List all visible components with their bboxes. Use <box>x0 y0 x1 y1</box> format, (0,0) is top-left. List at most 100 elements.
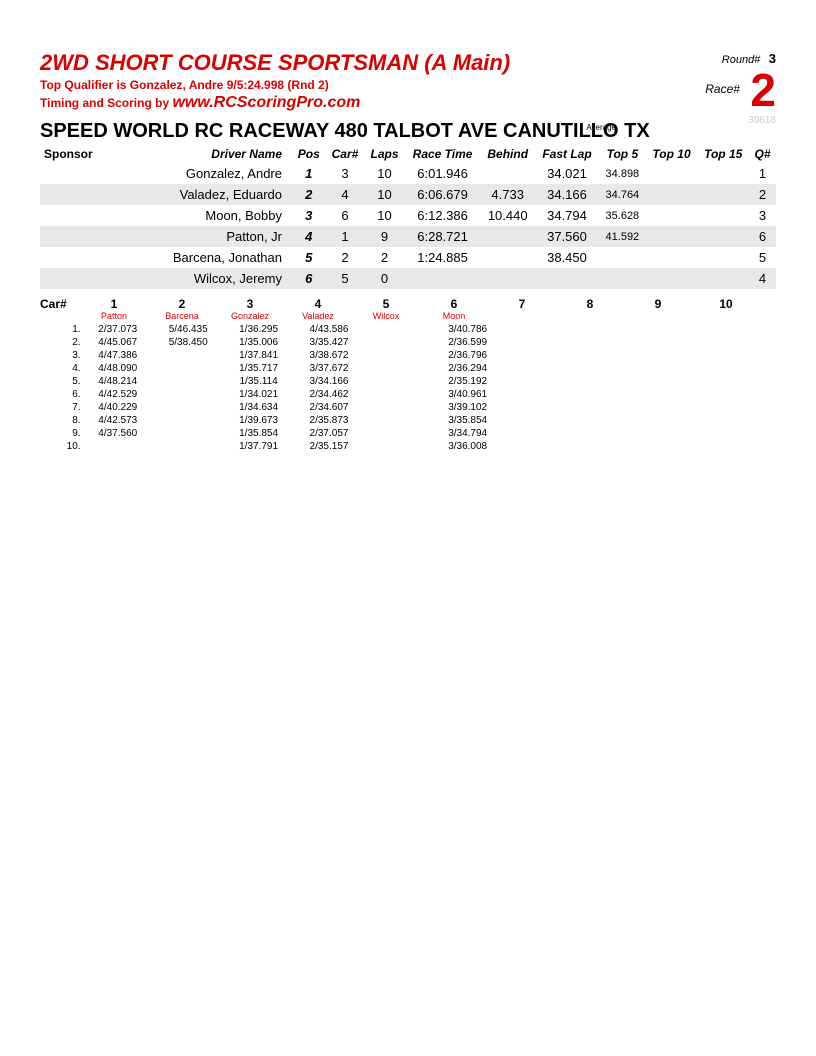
lap-cell <box>639 323 707 336</box>
cell-behind <box>480 226 534 247</box>
lap-cell <box>364 440 432 453</box>
lap-cell: 3/39.102 <box>432 401 502 414</box>
cell-sponsor <box>40 247 98 268</box>
col-t5: Top 5 <box>599 145 646 163</box>
laps-table: 1.2/37.0735/46.4351/36.2954/43.5863/40.7… <box>40 323 776 453</box>
lap-cell: 2/35.192 <box>432 375 502 388</box>
car-driver <box>692 311 760 321</box>
lap-cell <box>364 336 432 349</box>
lap-cell <box>503 362 571 375</box>
lap-cell <box>364 349 432 362</box>
lap-cell <box>503 440 571 453</box>
col-fast: Fast Lap <box>535 145 599 163</box>
lap-cell <box>83 440 153 453</box>
lap-num: 4. <box>40 362 83 375</box>
lap-cell <box>503 401 571 414</box>
lap-cell: 2/35.873 <box>294 414 364 427</box>
lap-cell: 2/35.157 <box>294 440 364 453</box>
lap-cell <box>708 349 776 362</box>
lap-cell: 2/36.599 <box>432 336 502 349</box>
cell-laps: 10 <box>364 184 404 205</box>
cell-behind <box>480 163 534 184</box>
lap-cell: 2/37.057 <box>294 427 364 440</box>
lap-cell: 4/42.529 <box>83 388 153 401</box>
cell-fast <box>535 268 599 289</box>
lap-cell <box>364 362 432 375</box>
lap-cell <box>571 375 639 388</box>
col-driver: Driver Name <box>98 145 292 163</box>
lap-cell: 3/38.672 <box>294 349 364 362</box>
lap-cell <box>153 401 223 414</box>
cell-driver: Wilcox, Jeremy <box>98 268 292 289</box>
cell-t5: 34.764 <box>599 184 646 205</box>
car-num: 6 <box>420 297 488 311</box>
cell-t10 <box>646 205 698 226</box>
col-t10: Top 10 <box>646 145 698 163</box>
lap-cell <box>639 388 707 401</box>
lap-cell <box>153 388 223 401</box>
cell-t5: 41.592 <box>599 226 646 247</box>
cell-laps: 0 <box>364 268 404 289</box>
car-driver <box>488 311 556 321</box>
results-table: Sponsor Driver Name Pos Car# Laps Race T… <box>40 145 776 289</box>
cell-driver: Barcena, Jonathan <box>98 247 292 268</box>
cell-fast: 34.166 <box>535 184 599 205</box>
cell-q: 4 <box>749 268 776 289</box>
cell-driver: Moon, Bobby <box>98 205 292 226</box>
race-number: 2 <box>750 72 776 108</box>
car-driver: Moon <box>420 311 488 321</box>
lap-num: 5. <box>40 375 83 388</box>
lap-cell: 3/40.786 <box>432 323 502 336</box>
lap-num: 6. <box>40 388 83 401</box>
lap-cell <box>364 427 432 440</box>
lap-cell: 5/38.450 <box>153 336 223 349</box>
lap-cell: 5/46.435 <box>153 323 223 336</box>
car-num: 5 <box>352 297 420 311</box>
lap-cell: 2/34.607 <box>294 401 364 414</box>
lap-cell <box>153 349 223 362</box>
lap-cell: 1/34.634 <box>223 401 293 414</box>
cell-t5 <box>599 247 646 268</box>
cell-sponsor <box>40 205 98 226</box>
lap-row: 2.4/45.0675/38.4501/35.0063/35.4272/36.5… <box>40 336 776 349</box>
cell-car: 3 <box>326 163 365 184</box>
cell-t5: 35.628 <box>599 205 646 226</box>
lap-cell: 4/40.229 <box>83 401 153 414</box>
car-driver: Patton <box>80 311 148 321</box>
cell-pos: 1 <box>292 163 326 184</box>
lap-row: 4.4/48.0901/35.7173/37.6722/36.294 <box>40 362 776 375</box>
cell-sponsor <box>40 226 98 247</box>
cell-driver: Valadez, Eduardo <box>98 184 292 205</box>
timing-site: www.RCScoringPro.com <box>172 94 360 111</box>
lap-cell <box>503 375 571 388</box>
cell-time: 6:28.721 <box>405 226 481 247</box>
cell-fast: 34.794 <box>535 205 599 226</box>
round-block: Round# 3 Race# 2 <box>705 50 776 111</box>
lap-cell: 4/45.067 <box>83 336 153 349</box>
car-driver <box>556 311 624 321</box>
lap-cell: 3/34.166 <box>294 375 364 388</box>
lap-cell <box>639 375 707 388</box>
average-label: Average <box>586 123 616 132</box>
lap-cell <box>503 349 571 362</box>
lap-cell: 4/43.586 <box>294 323 364 336</box>
lap-cell <box>708 362 776 375</box>
cell-behind <box>480 247 534 268</box>
cell-time: 1:24.885 <box>405 247 481 268</box>
lap-cell <box>503 427 571 440</box>
lap-num: 10. <box>40 440 83 453</box>
cell-pos: 4 <box>292 226 326 247</box>
lap-cell <box>571 401 639 414</box>
cell-t15 <box>697 226 749 247</box>
lap-row: 3.4/47.3861/37.8413/38.6722/36.796 <box>40 349 776 362</box>
lap-cell: 4/48.090 <box>83 362 153 375</box>
lap-cell <box>364 388 432 401</box>
cell-time: 6:06.679 <box>405 184 481 205</box>
cell-laps: 2 <box>364 247 404 268</box>
cell-fast: 37.560 <box>535 226 599 247</box>
lap-cell: 1/39.673 <box>223 414 293 427</box>
cell-t15 <box>697 247 749 268</box>
lap-cell: 4/42.573 <box>83 414 153 427</box>
cell-driver: Gonzalez, Andre <box>98 163 292 184</box>
cell-sponsor <box>40 184 98 205</box>
